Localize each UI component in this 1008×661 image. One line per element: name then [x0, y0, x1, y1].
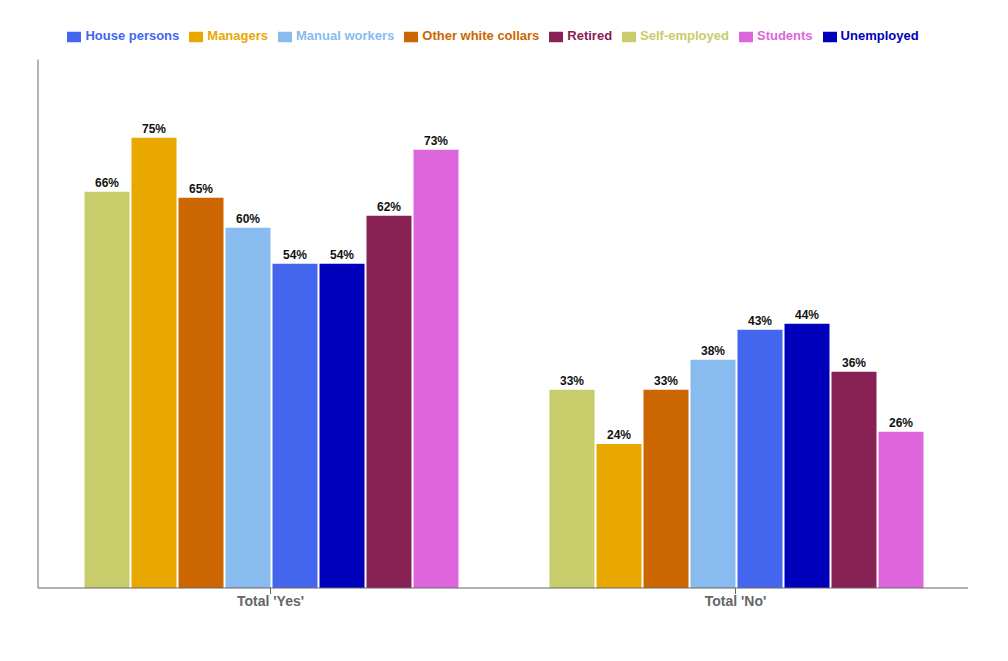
- html-text:Manual workers: Manual workers: [296, 28, 395, 43]
- svg-text:Total 'No': Total 'No': [705, 593, 767, 609]
- html-text:Unemployed: Unemployed: [840, 28, 919, 43]
- svg-text:43%: 43%: [748, 314, 772, 328]
- svg-text:Total 'Yes': Total 'Yes': [237, 593, 304, 609]
- svg-text:38%: 38%: [701, 344, 725, 358]
- svg-text:75%: 75%: [142, 122, 166, 136]
- html-text:Managers: Managers: [207, 28, 268, 43]
- svg-text:36%: 36%: [842, 356, 866, 370]
- svg-text:24%: 24%: [607, 428, 631, 442]
- svg-text:54%: 54%: [330, 248, 354, 262]
- svg-text:62%: 62%: [377, 200, 401, 214]
- svg-text:66%: 66%: [95, 176, 119, 190]
- html-text:House persons: House persons: [85, 28, 180, 43]
- svg-text:26%: 26%: [889, 416, 913, 430]
- svg-text:73%: 73%: [424, 134, 448, 148]
- svg-text:33%: 33%: [654, 374, 678, 388]
- svg-text:60%: 60%: [236, 212, 260, 226]
- html-text:Retired: Retired: [567, 28, 613, 43]
- svg-text:33%: 33%: [560, 374, 584, 388]
- html-text:Other white collars: Other white collars: [422, 28, 540, 43]
- svg-text:65%: 65%: [189, 182, 213, 196]
- html-text:Self-employed: Self-employed: [640, 28, 729, 43]
- svg-text:54%: 54%: [283, 248, 307, 262]
- svg-text:44%: 44%: [795, 308, 819, 322]
- html-text:Students: Students: [757, 28, 813, 43]
